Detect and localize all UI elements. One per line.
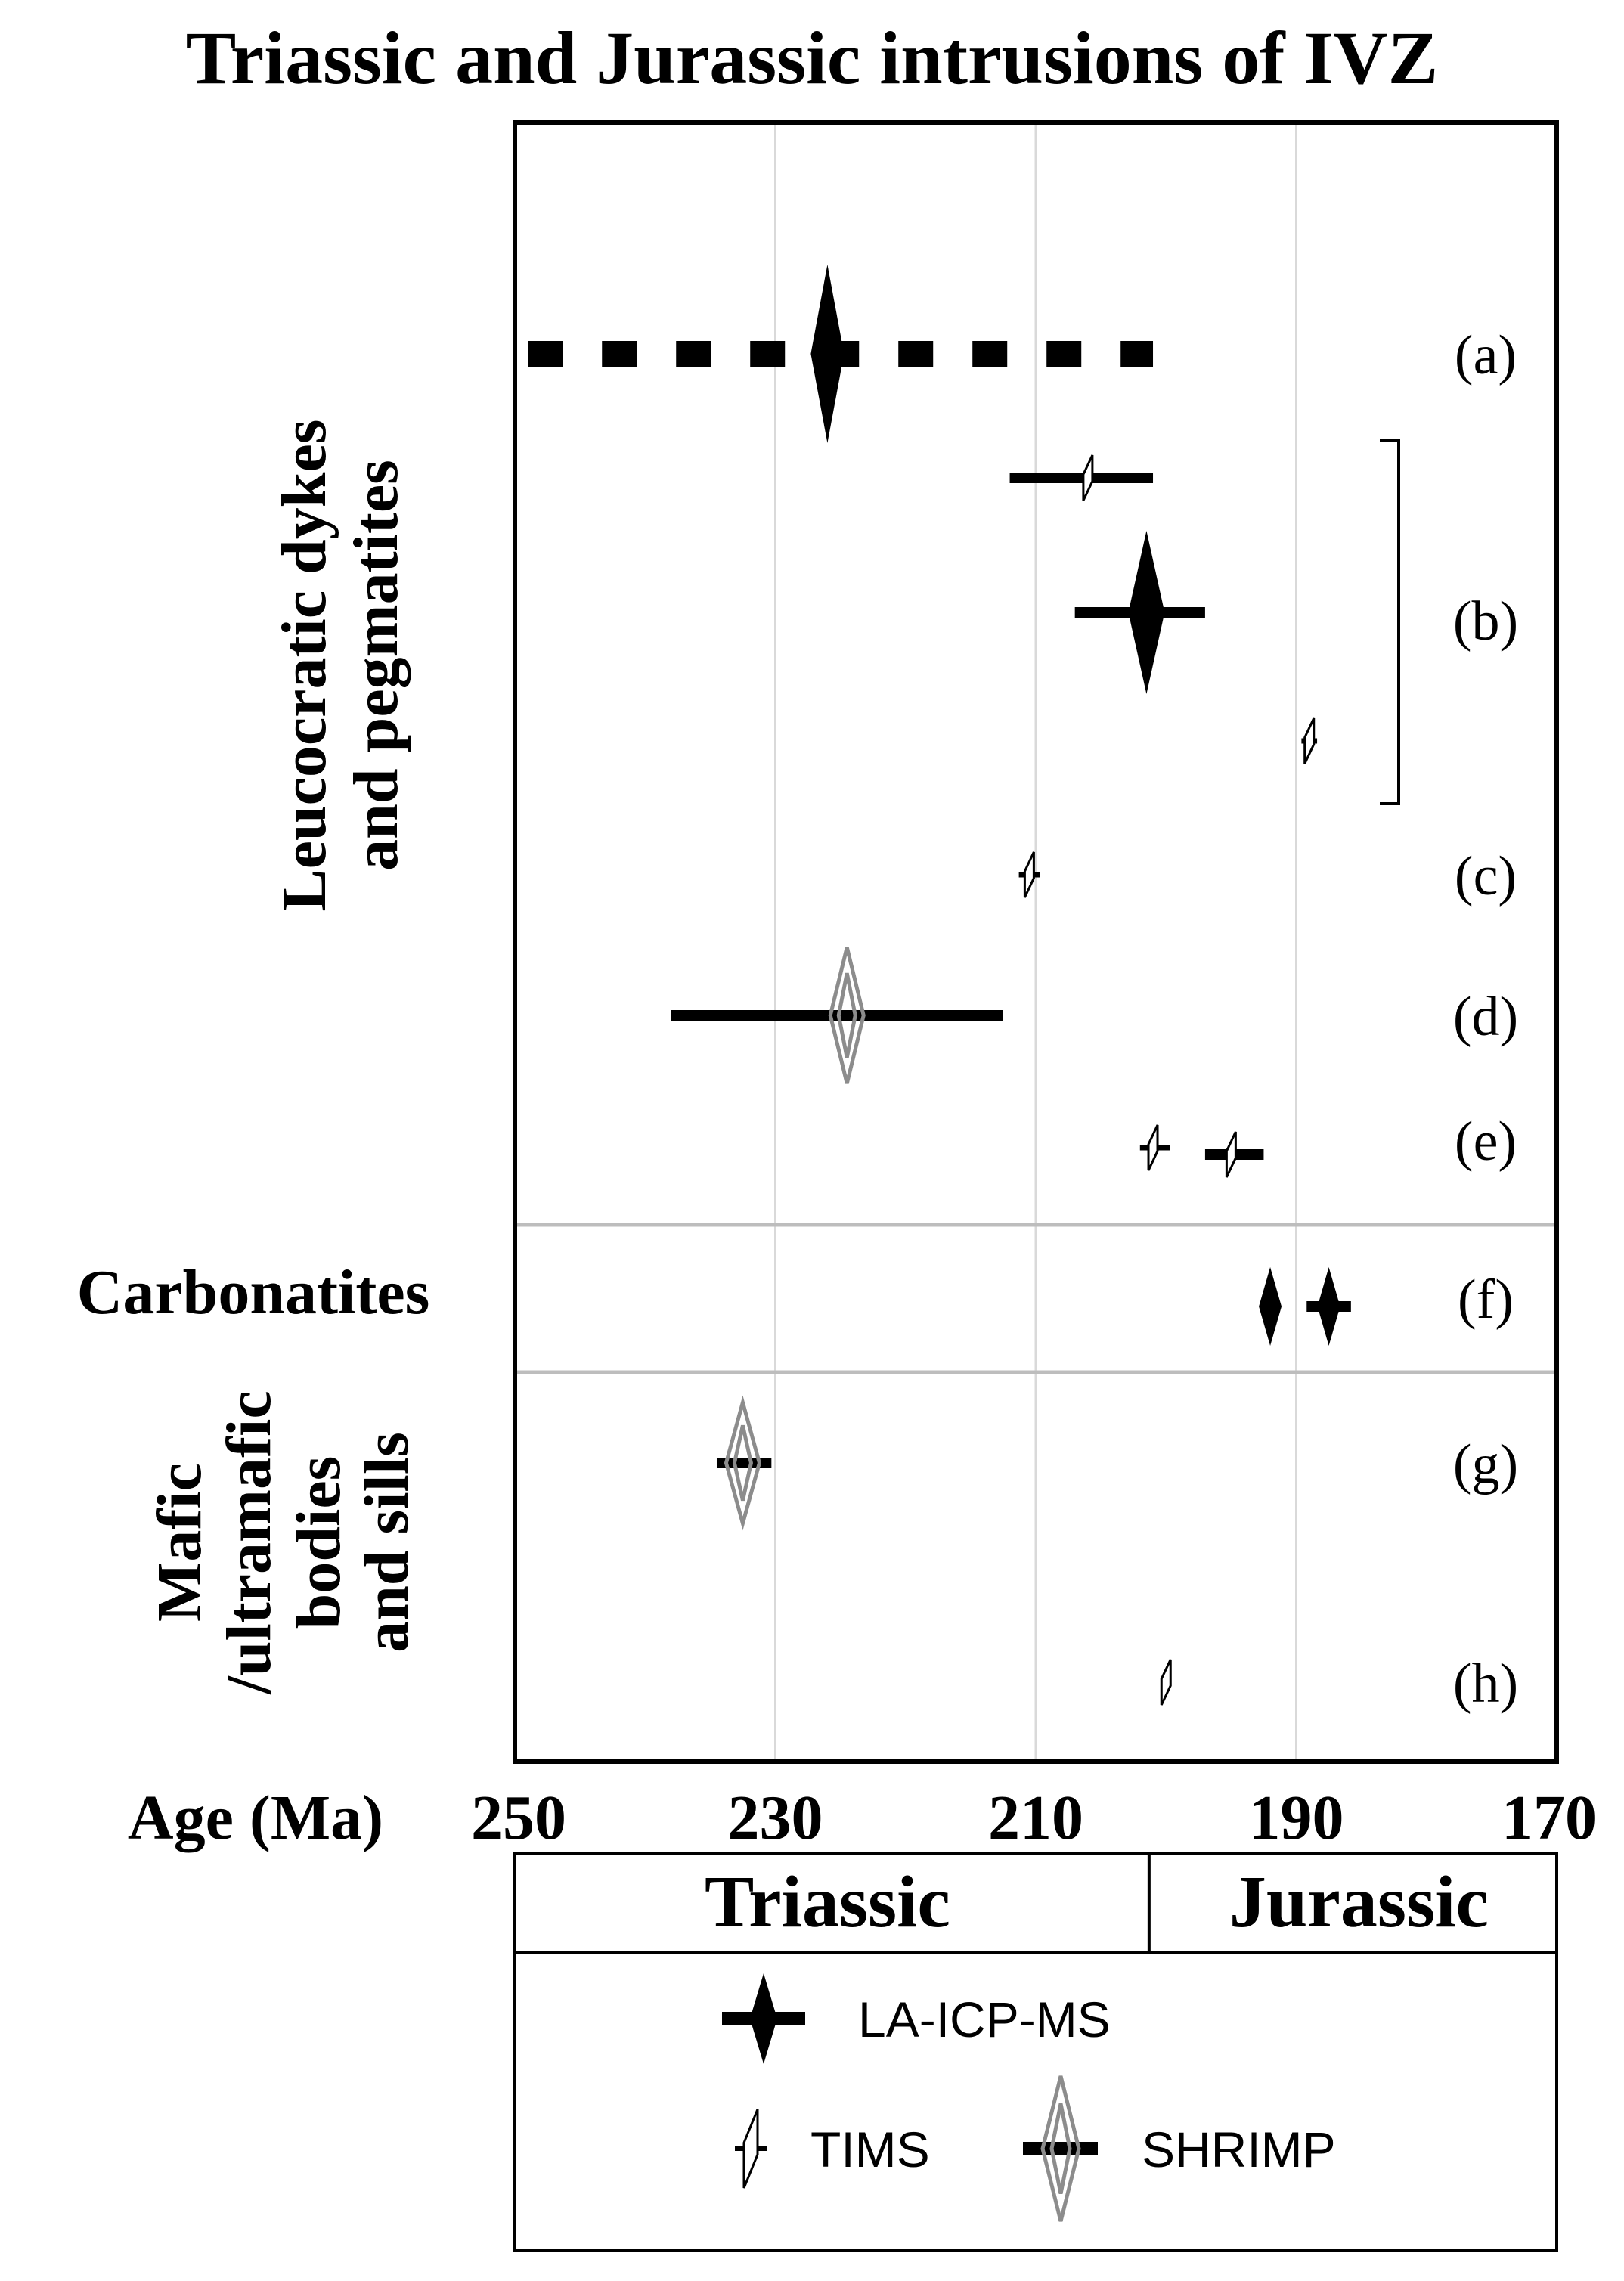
- group-label-line: /ultramafic: [214, 1390, 284, 1694]
- group-label-leucocratic: Leucocratic dykes and pegmatites: [269, 420, 411, 912]
- point-c-1: [1018, 851, 1040, 898]
- group-label-carbonatites: Carbonatites: [77, 1257, 430, 1328]
- period-jurassic: Jurassic: [1229, 1861, 1489, 1943]
- legend-shrimp-outer-diamond: [1040, 2075, 1081, 2222]
- legend-entry-la-icp-ms: LA-ICP-MS: [722, 1973, 1111, 2064]
- gridlines: [774, 122, 1297, 1762]
- legend-label-shrimp: SHRIMP: [1142, 2121, 1336, 2177]
- point-b-1: [1009, 454, 1154, 501]
- group-label-line: and sills: [352, 1432, 422, 1653]
- x-tick-170: 170: [1502, 1783, 1597, 1853]
- point-b-2-diamond: [1128, 531, 1165, 694]
- row-label-a: (a): [1455, 324, 1517, 386]
- legend-entry-tims: TIMS: [735, 2109, 930, 2189]
- row-label-b: (b): [1453, 590, 1518, 652]
- legend-shrimp-inner-diamond: [1049, 2103, 1072, 2195]
- legend: LA-ICP-MS TIMS SHRIMP: [513, 1951, 1558, 2252]
- point-g-1: [716, 1395, 772, 1531]
- point-g-1-outer-diamond: [724, 1395, 762, 1531]
- point-d-1-outer-diamond: [828, 947, 866, 1084]
- period-bar: Triassic Jurassic: [513, 1852, 1558, 1954]
- point-f-1: [1259, 1267, 1282, 1346]
- row-label-h: (h): [1453, 1653, 1518, 1715]
- legend-entry-shrimp: SHRIMP: [1023, 2075, 1336, 2222]
- x-tick-210: 210: [988, 1783, 1083, 1853]
- x-tick-250: 250: [471, 1783, 566, 1853]
- legend-label-tims: TIMS: [810, 2121, 930, 2177]
- point-a-1: [528, 265, 1154, 443]
- chart-title: Triassic and Jurassic intrusions of IVZ: [186, 16, 1439, 100]
- point-e-2-parallelogram: [1225, 1131, 1237, 1178]
- plot-frame: [513, 120, 1559, 1764]
- group-labels: Leucocratic dykes and pegmatites Carbonati…: [77, 420, 430, 1695]
- bracket-line: [1380, 439, 1400, 805]
- group-label-line: and pegmatites: [341, 460, 411, 871]
- point-b-3: [1301, 717, 1318, 764]
- x-tick-230: 230: [728, 1783, 823, 1853]
- row-label-g: (g): [1453, 1433, 1518, 1495]
- row-label-f: (f): [1458, 1269, 1514, 1331]
- point-e-1-parallelogram: [1147, 1124, 1159, 1171]
- point-f-2-diamond: [1317, 1267, 1340, 1346]
- legend-box: [513, 1951, 1558, 2252]
- legend-la-icp-ms-diamond: [750, 1973, 777, 2064]
- point-b-1-parallelogram: [1082, 454, 1094, 501]
- row-labels: (a) (b) (c) (d) (e) (f) (g) (h): [1453, 324, 1518, 1715]
- group-separators: [515, 1223, 1557, 1374]
- x-tick-190: 190: [1249, 1783, 1344, 1853]
- period-triassic: Triassic: [705, 1861, 950, 1943]
- point-d-1-inner-diamond: [836, 972, 857, 1058]
- point-a-1-diamond: [810, 265, 845, 443]
- point-c-1-parallelogram: [1023, 851, 1035, 898]
- point-g-1-inner-diamond: [732, 1424, 753, 1502]
- group-label-line: Mafic: [144, 1463, 215, 1622]
- point-e-1: [1139, 1124, 1170, 1171]
- point-b-3-parallelogram: [1303, 717, 1316, 764]
- x-tick-labels: 250 230 210 190 170: [471, 1783, 1597, 1853]
- data-marks: [528, 265, 1351, 1706]
- legend-tims-parallelogram: [742, 2109, 759, 2189]
- row-label-e: (e): [1455, 1111, 1517, 1173]
- point-h-1: [1160, 1659, 1172, 1706]
- point-h-1-parallelogram: [1160, 1659, 1172, 1706]
- row-b-bracket: [1380, 439, 1400, 805]
- row-label-c: (c): [1455, 845, 1517, 907]
- x-axis-label: Age (Ma): [128, 1783, 383, 1853]
- point-f-1-diamond: [1259, 1267, 1282, 1346]
- row-label-d: (d): [1453, 986, 1518, 1048]
- point-e-2: [1204, 1131, 1264, 1178]
- point-b-2: [1074, 531, 1205, 694]
- legend-label-la-icp-ms: LA-ICP-MS: [858, 1991, 1111, 2047]
- point-d-1: [671, 947, 1003, 1084]
- group-label-line: Leucocratic dykes: [269, 420, 339, 912]
- point-f-2: [1306, 1267, 1351, 1346]
- group-label-line: bodies: [284, 1456, 354, 1629]
